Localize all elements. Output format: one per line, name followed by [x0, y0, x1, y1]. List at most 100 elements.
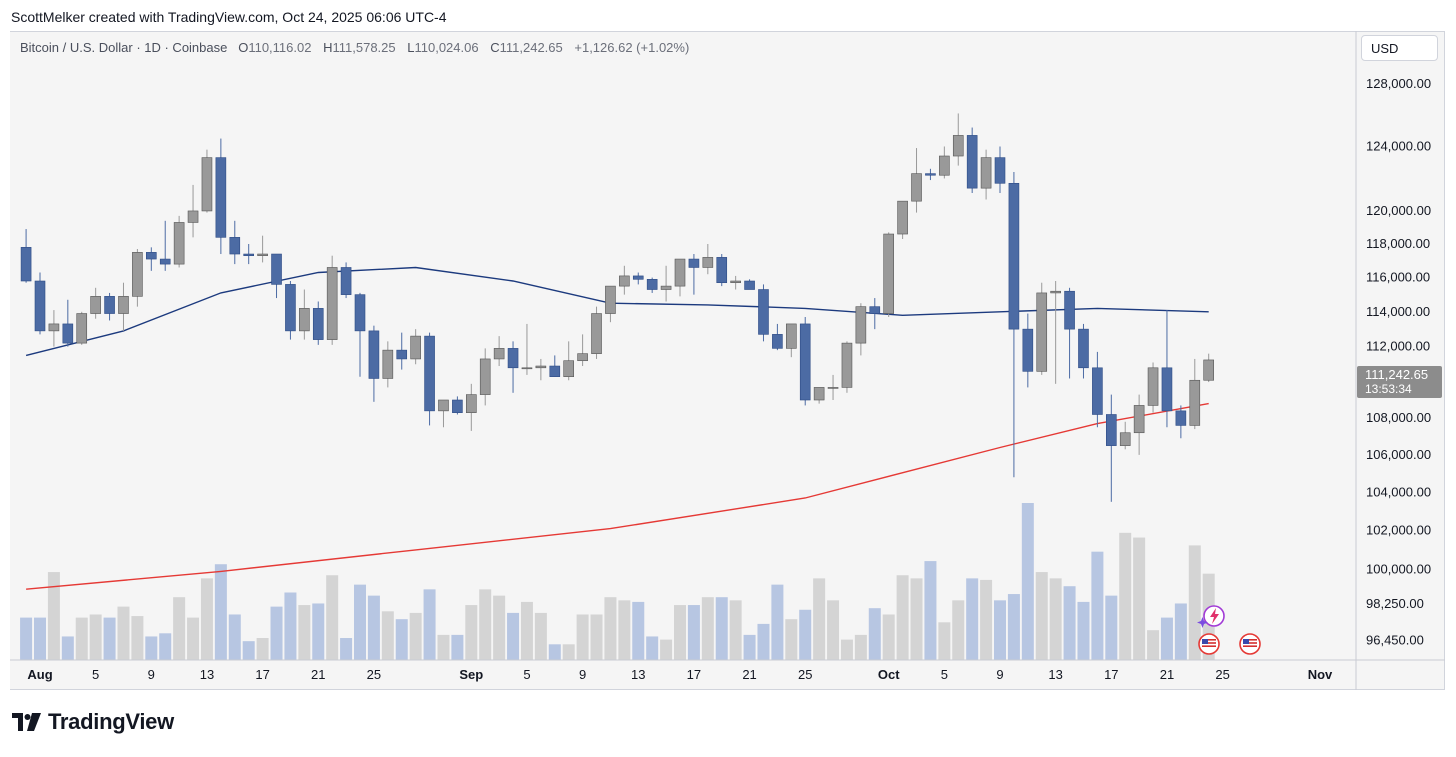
candle-body	[744, 280, 755, 290]
volume-bar	[354, 584, 366, 660]
price-tick-label: 104,000.00	[1366, 484, 1431, 499]
symbol-title[interactable]: Bitcoin / U.S. Dollar · 1D · Coinbase	[20, 40, 228, 55]
sparkle-lightning-icon[interactable]	[1197, 605, 1225, 628]
price-tag: 111,242.65 13:53:34	[1357, 366, 1442, 398]
currency-button[interactable]: USD	[1361, 35, 1438, 61]
candle-body	[62, 323, 74, 344]
candle-body	[452, 399, 463, 413]
candle-body	[479, 358, 491, 395]
close-label: C	[490, 40, 500, 55]
volume-bar	[1174, 603, 1187, 660]
volume-bar	[326, 575, 339, 660]
candle-body	[632, 275, 644, 280]
time-tick-label: 21	[1160, 667, 1174, 682]
volume-bar	[145, 636, 158, 660]
candle-body	[869, 306, 881, 314]
candle-body	[493, 348, 505, 360]
candle-body	[1175, 410, 1187, 426]
candle-body	[424, 335, 435, 412]
candle-body	[605, 285, 616, 314]
candle-body	[382, 349, 394, 379]
volume-bar	[284, 592, 297, 660]
volume-bar	[548, 644, 561, 660]
volume-bar	[20, 617, 33, 660]
candle-body	[1106, 414, 1117, 446]
volume-bar	[771, 584, 784, 660]
price-tick-label: 112,000.00	[1366, 339, 1430, 354]
high-label: H	[323, 40, 333, 55]
candle-body	[521, 367, 533, 370]
candle-body	[966, 135, 978, 189]
volume-bar	[75, 617, 88, 660]
candle-body	[897, 200, 908, 235]
us-flag-event-icon[interactable]	[1239, 633, 1261, 655]
volume-bar	[507, 612, 520, 660]
volume-bar	[1021, 503, 1034, 660]
price-tick-label: 118,000.00	[1366, 236, 1430, 251]
us-flag-event-icon[interactable]	[1198, 633, 1220, 655]
volume-bar	[687, 605, 700, 660]
volume-bar	[896, 575, 909, 660]
volume-bar	[840, 639, 853, 660]
volume-bar	[520, 601, 533, 660]
volume-bar	[1147, 630, 1160, 660]
candle-body	[20, 247, 32, 282]
price-tick-label: 114,000.00	[1366, 304, 1430, 319]
candle-body	[1078, 328, 1089, 369]
volume-bar	[34, 617, 46, 660]
candle-body	[730, 280, 741, 284]
candle-body	[368, 330, 380, 379]
candle-body	[674, 258, 686, 287]
candle-body	[1092, 367, 1103, 415]
volume-bar	[827, 600, 840, 660]
volume-bar	[674, 605, 686, 660]
candle-body	[577, 353, 588, 362]
candle-body	[786, 323, 797, 349]
volume-bar	[604, 597, 617, 660]
time-tick-label: 9	[996, 667, 1003, 682]
candle-body	[772, 334, 783, 349]
volume-bar	[47, 572, 60, 660]
time-tick-label: Nov	[1308, 667, 1333, 682]
volume-bar	[367, 595, 380, 660]
volume-bar	[562, 644, 575, 660]
candle-body	[1147, 367, 1159, 406]
candle-body	[660, 285, 672, 290]
volume-bar	[1007, 594, 1020, 660]
candle-body	[118, 296, 129, 314]
price-tag-price: 111,242.65	[1365, 367, 1428, 382]
volume-bar	[451, 634, 464, 660]
time-tick-label: Sep	[459, 667, 483, 682]
time-tick-label: 21	[742, 667, 756, 682]
price-axis: 96,450.00 98,250.00 100,000.00 102,000.00 10…	[1366, 76, 1431, 647]
candle-body	[855, 306, 867, 344]
candle-body	[229, 237, 241, 255]
ma-line-red	[26, 402, 1209, 590]
time-tick-label: 5	[523, 667, 530, 682]
candle-body	[271, 253, 282, 285]
close-value: 111,242.65	[499, 40, 563, 55]
candle-body	[1036, 292, 1048, 372]
time-tick-label: 13	[200, 667, 214, 682]
candle-body	[34, 280, 46, 332]
volume-bar	[340, 638, 353, 660]
volume-bar	[1049, 578, 1062, 660]
volume-bar	[465, 605, 478, 660]
volume-bar	[632, 601, 645, 660]
price-tick-label: 116,000.00	[1366, 270, 1430, 285]
volume-bar	[1063, 586, 1076, 660]
volume-bars	[20, 503, 1215, 660]
candle-body	[215, 157, 227, 238]
candle-body	[549, 365, 561, 377]
volume-bar	[117, 606, 130, 660]
time-tick-label: 17	[687, 667, 701, 682]
price-tick-label: 120,000.00	[1366, 203, 1431, 218]
tradingview-logo[interactable]: TradingView	[12, 709, 174, 735]
volume-bar	[743, 634, 756, 660]
candle-body	[994, 157, 1006, 184]
candle-body	[591, 313, 602, 354]
volume-bar	[1188, 545, 1201, 660]
volume-bar	[534, 612, 547, 660]
volume-bar	[1160, 617, 1173, 660]
